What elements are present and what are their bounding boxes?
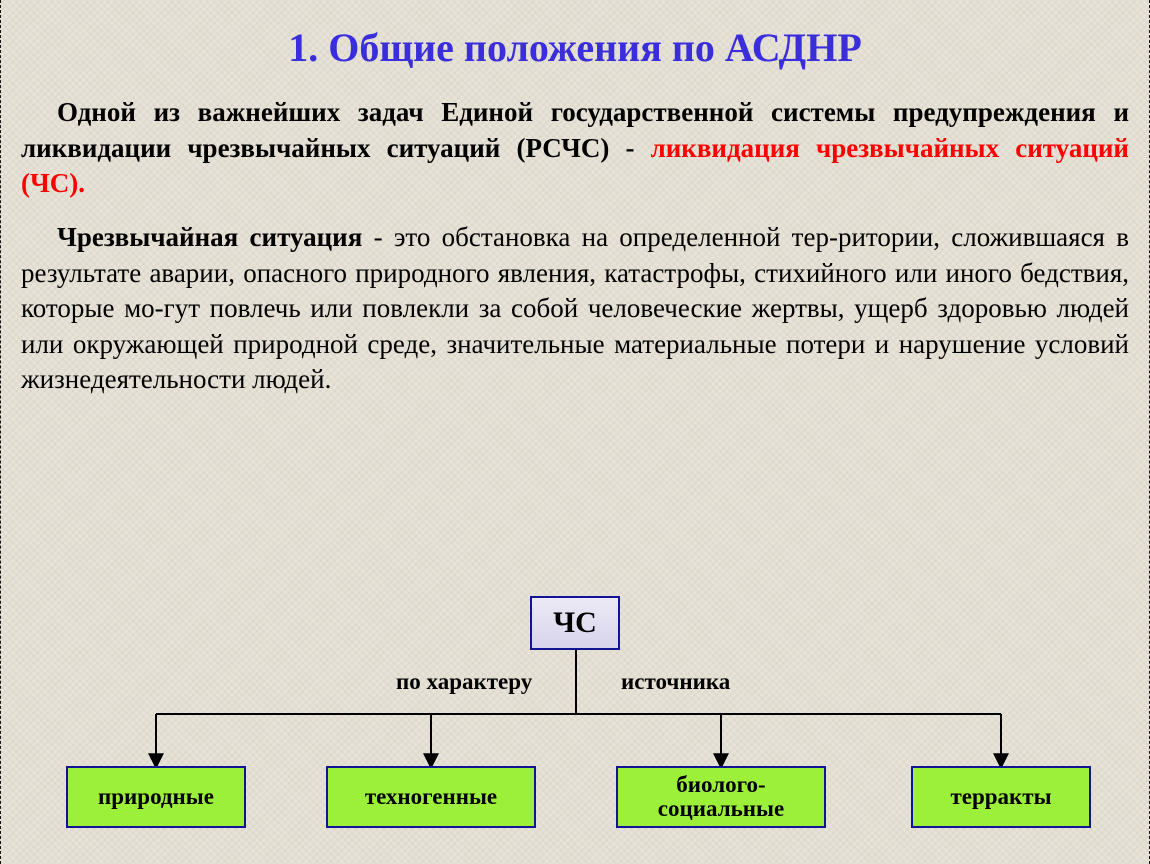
diagram-leaf-technogenic: техногенные	[326, 766, 536, 828]
classification-diagram: ЧС по характеру источника природные техн…	[1, 554, 1149, 864]
intro-paragraph: Одной из важнейших задач Единой государс…	[21, 95, 1129, 202]
diagram-edge-label-right: источника	[621, 669, 730, 695]
diagram-leaf-natural: природные	[66, 766, 246, 828]
definition-paragraph: Чрезвычайная ситуация - это обстановка н…	[21, 220, 1129, 398]
diagram-edge-label-left: по характеру	[396, 669, 532, 695]
diagram-root-node: ЧС	[530, 596, 620, 650]
page-title: 1. Общие положения по АСДНР	[21, 24, 1129, 71]
slide: 1. Общие положения по АСДНР Одной из важ…	[0, 0, 1150, 864]
para2-term: Чрезвычайная ситуация	[57, 222, 362, 252]
diagram-leaf-terror: терракты	[911, 766, 1091, 828]
diagram-leaf-biosocial: биолого-социальные	[616, 766, 826, 828]
